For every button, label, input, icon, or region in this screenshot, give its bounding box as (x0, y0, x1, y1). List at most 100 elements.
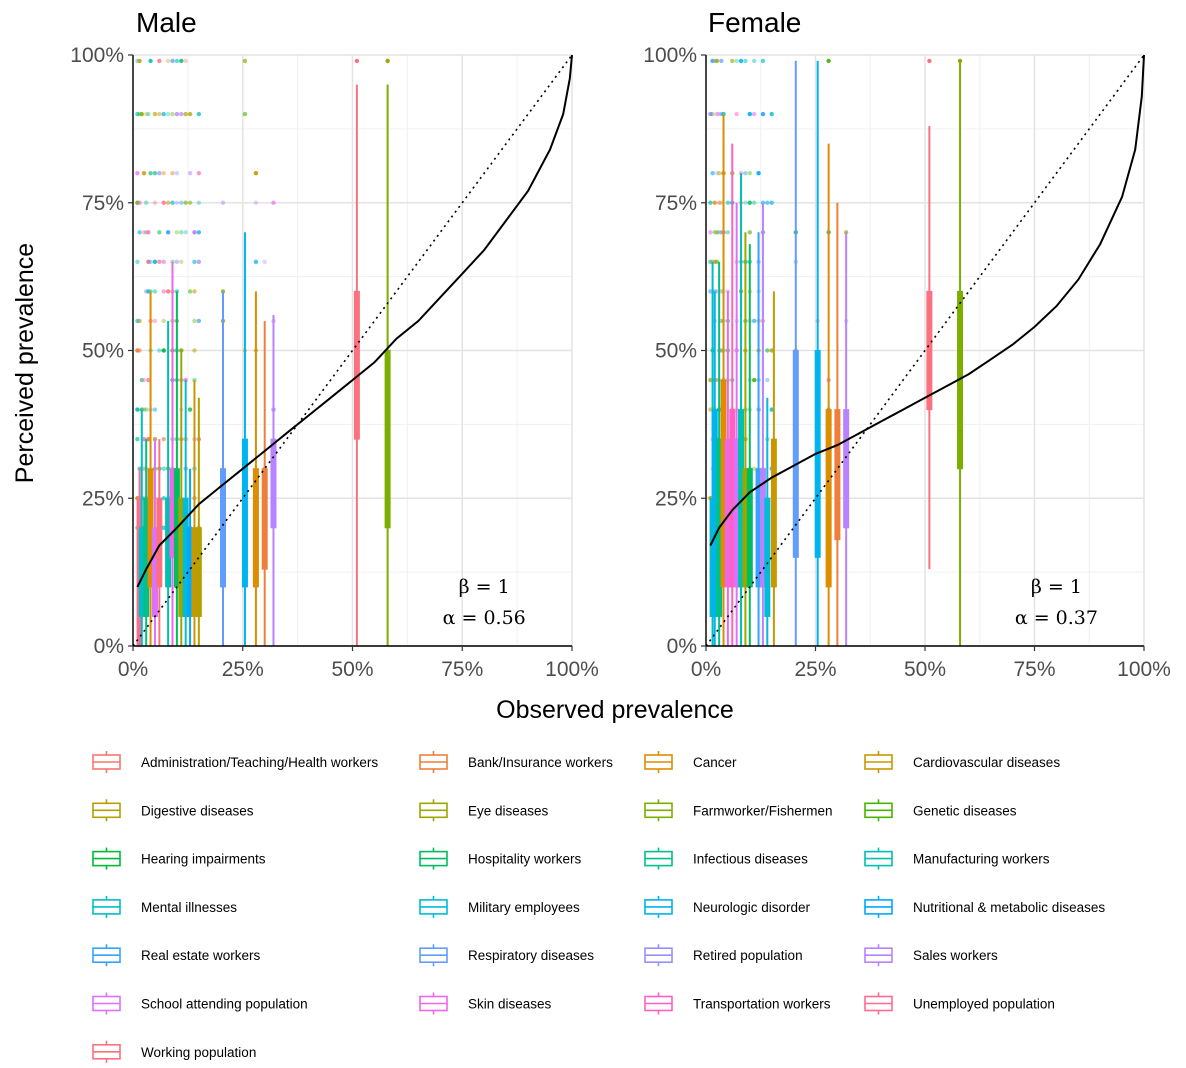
data-point (135, 407, 140, 412)
data-point (769, 200, 774, 205)
panel-title: Male (136, 7, 197, 38)
data-point (143, 407, 149, 412)
data-point (714, 111, 720, 117)
legend-label: Cancer (693, 755, 737, 770)
box-body (241, 438, 248, 588)
legend-label: Hospitality workers (468, 852, 582, 867)
legend-key (864, 799, 893, 822)
data-point (196, 318, 202, 324)
data-point (220, 289, 226, 294)
data-point (152, 171, 158, 176)
data-point (139, 111, 144, 117)
legend-label: Transportation workers (693, 997, 831, 1012)
data-point (751, 111, 757, 117)
data-point (725, 289, 731, 294)
data-point (152, 436, 158, 442)
data-point (769, 407, 774, 412)
data-point (765, 200, 770, 205)
box-body (261, 468, 268, 570)
data-point (192, 259, 197, 265)
data-point (165, 200, 171, 205)
data-point (756, 171, 761, 176)
data-point (146, 111, 151, 117)
y-tick-label: 50% (655, 340, 697, 363)
legend-label: Working population (141, 1045, 256, 1060)
data-point (187, 407, 193, 412)
x-tick-label: 25% (794, 658, 836, 681)
data-point (146, 259, 151, 265)
data-point (170, 111, 175, 117)
data-point (170, 200, 175, 205)
legend-label: Bank/Insurance workers (468, 755, 613, 770)
legend-key (644, 992, 673, 1015)
data-point (760, 111, 766, 117)
data-point (714, 58, 720, 64)
data-point (751, 466, 757, 471)
y-tick-label: 75% (655, 192, 697, 215)
panel-female: Female β = 1 α = 0.37 0%0% 25% 25% 50% 50% 75% 75… (643, 7, 1171, 681)
data-point (743, 200, 748, 205)
data-point (170, 171, 175, 176)
data-point (148, 58, 153, 64)
data-point (157, 171, 162, 176)
data-point (187, 289, 193, 294)
legend-label: Skin diseases (468, 997, 552, 1012)
data-point (719, 289, 724, 294)
legend-key (92, 847, 121, 870)
data-point (174, 171, 180, 176)
legend-key (864, 944, 893, 967)
data-point (135, 171, 140, 176)
data-point (747, 230, 752, 235)
data-point (143, 200, 149, 205)
data-point (165, 230, 171, 235)
y-tick-label: 25% (82, 487, 124, 510)
data-point (148, 171, 153, 176)
data-point (170, 259, 175, 265)
legend-label: Eye diseases (468, 803, 549, 818)
data-point (725, 200, 731, 205)
data-point (719, 318, 724, 324)
legend-key (92, 799, 121, 822)
data-point (141, 171, 147, 176)
data-point (161, 318, 166, 324)
data-point (146, 436, 151, 442)
data-point (714, 289, 720, 294)
legend-label: Farmworker/Fishermen (693, 803, 833, 818)
data-point (152, 200, 158, 205)
data-point (187, 171, 193, 176)
data-point (271, 200, 276, 205)
legend-key (864, 992, 893, 1015)
y-tick-label: 75% (82, 192, 124, 215)
panel-title: Female (708, 7, 801, 38)
x-tick-label: 100% (1117, 658, 1171, 681)
data-point (738, 58, 744, 64)
legend-label: Genetic diseases (913, 803, 1017, 818)
legend-label: Digestive diseases (141, 803, 254, 818)
data-point (157, 111, 162, 117)
y-tick-label: 0% (94, 635, 124, 658)
data-point (179, 111, 184, 117)
data-point (161, 496, 166, 501)
data-point (137, 230, 142, 235)
legend-label: Respiratory diseases (468, 948, 594, 963)
data-point (196, 200, 202, 205)
data-point (760, 58, 766, 64)
data-point (183, 200, 188, 205)
data-point (192, 318, 197, 324)
data-point (165, 289, 171, 294)
y-tick-label: 25% (655, 487, 697, 510)
data-point (826, 58, 831, 64)
data-point (161, 200, 166, 205)
data-point (157, 230, 162, 235)
data-point (708, 200, 713, 205)
data-point (714, 377, 720, 383)
data-point (719, 58, 724, 64)
data-point (170, 58, 175, 64)
data-point (708, 111, 713, 117)
data-point (161, 171, 166, 176)
data-point (196, 111, 202, 117)
data-point (174, 259, 180, 265)
data-point (385, 58, 390, 64)
legend-key (644, 895, 673, 918)
